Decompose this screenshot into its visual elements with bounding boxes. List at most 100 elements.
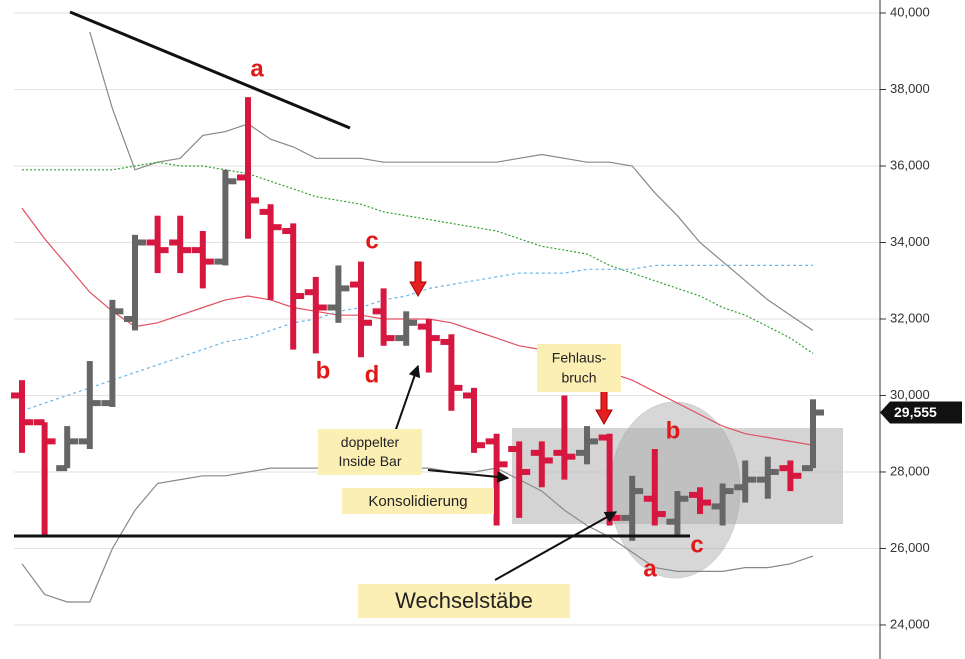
bar-range: [471, 387, 477, 453]
annotations: a b c d b a c doppelter Inside Bar Konsolidierung…: [250, 55, 704, 618]
bar-open: [689, 491, 700, 498]
y-tick-label: 30,000: [890, 387, 930, 402]
bar-open: [576, 449, 587, 456]
bar-range: [222, 169, 229, 266]
bar-range: [651, 449, 658, 526]
bar-open: [734, 484, 746, 491]
note-text: Konsolidierung: [368, 493, 467, 510]
bar-close: [745, 476, 757, 483]
bar-close: [451, 384, 463, 391]
bar-range: [403, 311, 410, 346]
bar-range: [19, 380, 25, 453]
y-tick-label: 36,000: [890, 157, 930, 172]
note-box: [537, 344, 621, 392]
bar-open: [304, 289, 316, 296]
note-box: [342, 488, 494, 514]
wave-label: a: [250, 55, 264, 82]
bar-close: [813, 409, 824, 416]
indicator-line: [21, 207, 814, 446]
bar-close: [338, 285, 350, 292]
bar-open: [508, 446, 520, 453]
bar-range: [132, 234, 138, 331]
bar-close: [700, 499, 711, 506]
bar-open: [124, 315, 135, 322]
y-axis-ticks: 24,000 26,000 28,000 30,000 32,000 34,000 36,0…: [880, 4, 962, 631]
note-text: Inside Bar: [338, 453, 401, 469]
last-price-label: 29,555: [894, 404, 937, 420]
bar-range: [606, 433, 613, 526]
bar-range: [290, 223, 297, 350]
indicator-line: [22, 161, 814, 354]
bar-range: [674, 491, 681, 537]
bar-open: [350, 281, 361, 288]
indicator-line: [21, 264, 813, 412]
bar-open: [259, 208, 271, 215]
bar-range: [358, 261, 364, 358]
bar-range: [561, 395, 568, 480]
wave-label: c: [690, 531, 703, 558]
note-box: [358, 584, 570, 618]
bar-close: [541, 457, 553, 464]
bar-range: [41, 422, 48, 537]
bar-close: [270, 224, 282, 231]
bar-close: [767, 468, 779, 475]
bar-close: [383, 335, 395, 342]
bar-open: [643, 495, 655, 502]
bar-open: [101, 400, 113, 407]
bar-range: [335, 265, 342, 323]
note-text: Fehlaus-: [552, 350, 607, 366]
bar-open: [802, 465, 813, 472]
bar-open: [214, 258, 226, 265]
bar-range: [493, 433, 500, 526]
bar-open: [711, 503, 723, 510]
bar-range: [109, 299, 116, 407]
arrow: [394, 364, 421, 433]
bar-open: [146, 239, 158, 246]
bar-open: [372, 308, 384, 315]
bar-open: [327, 304, 339, 311]
bar-close: [587, 438, 598, 445]
bar-open: [666, 518, 678, 525]
bar-close: [44, 438, 56, 445]
bar-close: [112, 308, 124, 315]
trend-line: [69, 10, 351, 130]
bar-close: [67, 438, 79, 445]
bar-open: [56, 465, 68, 472]
bar-close: [564, 453, 576, 460]
last-price-marker: [880, 401, 962, 424]
bar-close: [632, 488, 644, 495]
bar-open: [33, 419, 45, 426]
bar-open: [485, 438, 497, 445]
bar-range: [64, 426, 71, 469]
bar-range: [448, 334, 455, 411]
bar-open: [78, 438, 90, 445]
note-text: bruch: [561, 370, 596, 386]
y-tick-label: 38,000: [890, 81, 930, 96]
bar-close: [180, 247, 192, 254]
y-tick-label: 24,000: [890, 616, 930, 631]
arrow: [494, 511, 618, 581]
bar-close: [654, 511, 666, 518]
arrow: [427, 469, 510, 483]
indicator-line: [89, 31, 814, 331]
bar-open: [440, 338, 452, 345]
wave-label: a: [643, 555, 657, 582]
y-tick-label: 28,000: [890, 463, 930, 478]
bar-open: [237, 174, 248, 181]
y-tick-label: 40,000: [890, 4, 930, 19]
bar-range: [267, 204, 274, 300]
bar-close: [474, 442, 485, 449]
bar-range: [425, 318, 432, 373]
bar-close: [790, 472, 802, 479]
y-tick-label: 26,000: [890, 540, 930, 555]
bar-open: [395, 335, 407, 342]
bar-close: [406, 319, 418, 326]
bar-close: [22, 419, 33, 426]
bar-open: [282, 228, 294, 235]
bar-close: [496, 461, 508, 468]
wave-label: d: [365, 361, 380, 388]
bar-close: [315, 304, 327, 311]
bar-range: [245, 97, 251, 239]
bar-open: [621, 514, 633, 521]
bar-range: [629, 475, 636, 541]
